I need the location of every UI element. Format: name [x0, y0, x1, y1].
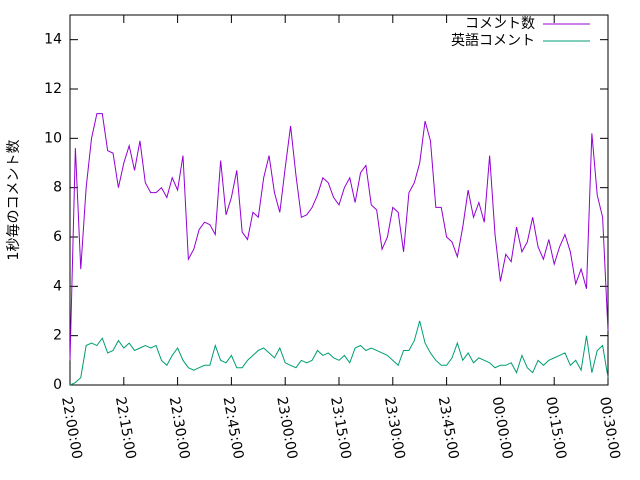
y-tick-label: 8: [53, 180, 62, 196]
x-tick-label: 22:00:00: [58, 396, 85, 461]
x-tick-label: 00:30:00: [596, 396, 623, 461]
y-axis-label: 1秒毎のコメント数: [6, 140, 22, 261]
x-tick-label: 00:00:00: [489, 396, 516, 461]
x-tick-label: 22:45:00: [220, 396, 247, 461]
y-tick-label: 10: [44, 130, 62, 146]
plot-border: [69, 14, 609, 386]
x-tick-label: 00:15:00: [542, 396, 569, 461]
y-tick-label: 14: [44, 32, 62, 48]
x-tick-label: 22:15:00: [112, 396, 139, 461]
series-line: [69, 320, 609, 386]
legend-label: コメント数: [465, 16, 535, 32]
x-tick-label: 23:45:00: [435, 396, 462, 461]
y-tick-label: 2: [53, 328, 62, 344]
y-tick-label: 12: [44, 81, 62, 97]
legend-label: 英語コメント: [451, 32, 535, 49]
series-line: [69, 113, 609, 361]
y-tick-label: 0: [53, 377, 62, 393]
y-tick-label: 6: [53, 229, 62, 245]
x-tick-label: 23:30:00: [381, 396, 408, 461]
x-tick-label: 23:00:00: [273, 396, 300, 461]
x-tick-label: 23:15:00: [327, 396, 354, 461]
x-tick-label: 22:30:00: [166, 396, 193, 461]
y-tick-label: 4: [53, 278, 62, 294]
